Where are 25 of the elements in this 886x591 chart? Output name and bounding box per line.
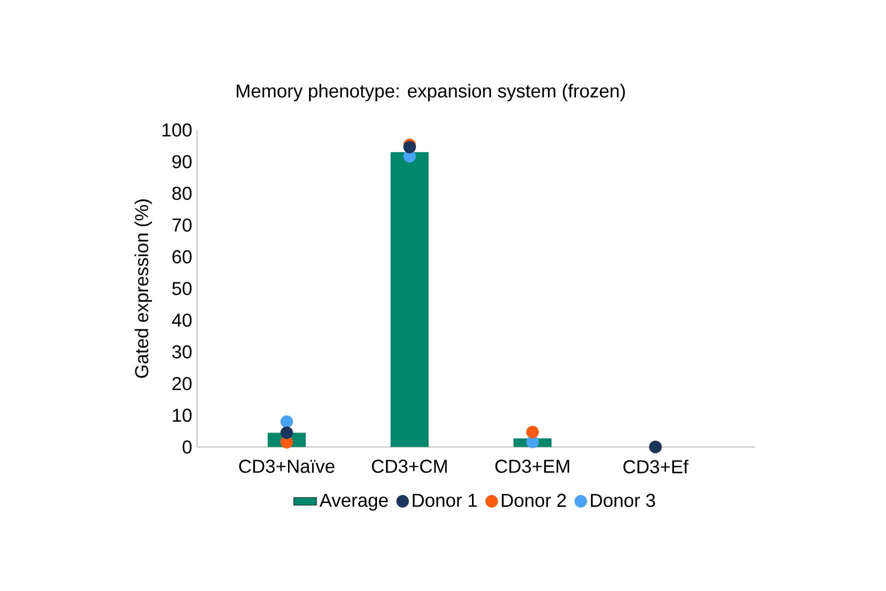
y-tick-label: 10 [172, 408, 192, 422]
y-tick-label: 60 [172, 250, 192, 264]
legend-label: Average [319, 494, 388, 511]
y-tick-label: 30 [172, 345, 192, 358]
y-tick-label: 40 [172, 314, 192, 327]
x-tick-label: CD3+Ef [623, 460, 688, 474]
y-tick-label: 0 [182, 440, 192, 454]
y-tick-label: 50 [172, 282, 192, 296]
legend-label: Donor 3 [590, 494, 655, 508]
point [280, 415, 293, 428]
bar [390, 152, 429, 447]
legend-label: Donor 1 [412, 494, 477, 507]
point [526, 426, 539, 438]
y-tick-label: 20 [172, 376, 192, 390]
point [280, 426, 293, 439]
chart-title: Memory phenotype: expansion system (frozen) [236, 84, 625, 102]
y-axis-title: Gated expression (%) [134, 199, 152, 378]
x-tick-label: CD3+EM [495, 460, 570, 473]
legend-label: Donor 2 [502, 494, 566, 508]
y-tick-label: 90 [172, 155, 192, 168]
y-tick-label: 100 [162, 123, 192, 137]
x-tick-label: CD3+CM [372, 460, 447, 473]
y-tick-label: 70 [172, 218, 192, 232]
y-tick-label: 80 [172, 186, 192, 200]
x-tick-label: CD3+Naïve [239, 460, 334, 473]
